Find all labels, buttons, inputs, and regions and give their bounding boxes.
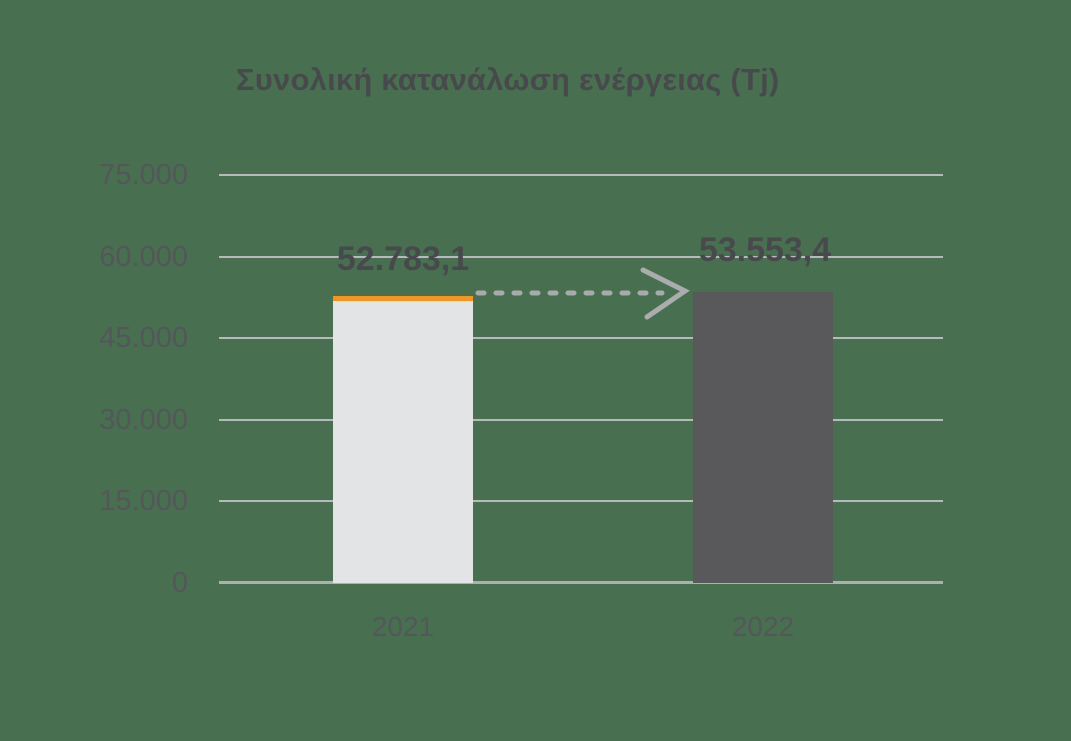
y-tick-label-75000: 75.000: [99, 159, 188, 191]
y-tick-label-30000: 30.000: [99, 404, 188, 436]
x-axis-label-2021: 2021: [371, 611, 435, 642]
gridline-30000: [219, 419, 943, 421]
y-tick-label-15000: 15.000: [99, 485, 188, 517]
x-axis-baseline: [219, 581, 943, 584]
y-tick-label-0: 0: [171, 567, 188, 599]
value-label-2022: 53.553,4: [698, 231, 832, 269]
chart-title: Συνολική κατανάλωση ενέργειας (Tj): [236, 62, 780, 97]
bar-2022: [693, 292, 833, 583]
arrow-chevron-head: [640, 267, 690, 320]
gridline-75000: [219, 174, 943, 176]
value-label-2021: 52.783,1: [336, 240, 470, 278]
gridline-45000: [219, 337, 943, 339]
y-tick-label-45000: 45.000: [99, 322, 188, 354]
increase-dashed-arrow-icon: [475, 267, 690, 320]
bar-2021: [333, 296, 473, 583]
x-axis-label-2022: 2022: [731, 611, 795, 642]
gridline-60000: [219, 256, 943, 258]
y-tick-label-60000: 60.000: [99, 241, 188, 273]
gridline-15000: [219, 500, 943, 502]
